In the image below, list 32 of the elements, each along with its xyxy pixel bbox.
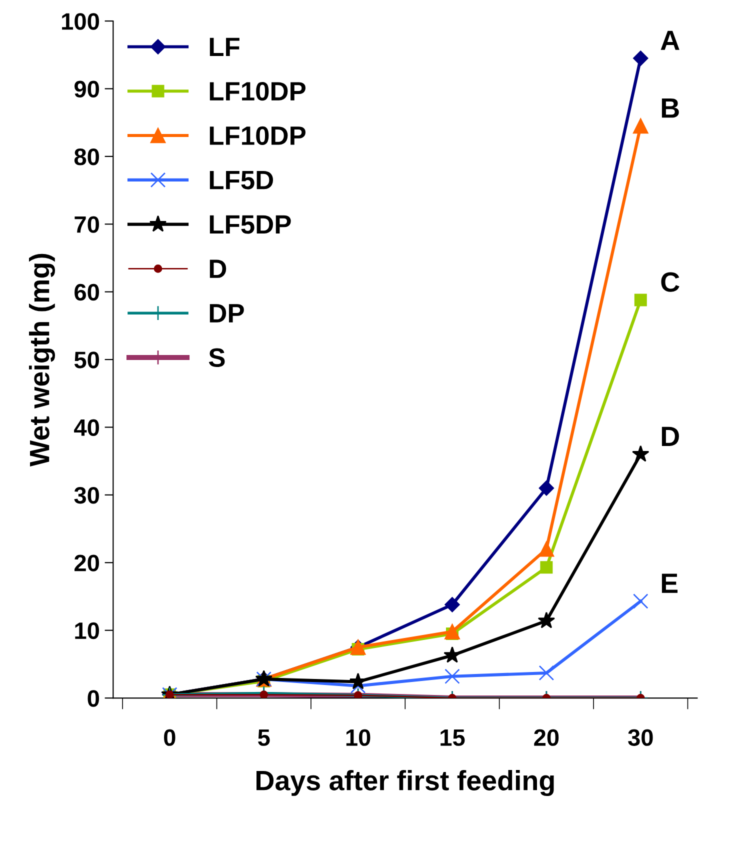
y-tick-label: 80 [74,148,99,166]
y-tick-label: 20 [74,554,99,572]
y-tick-label: 40 [74,419,99,436]
legend-label: DP [210,304,244,322]
y-tick-label: 60 [74,284,99,301]
legend-label: LF10DP [210,82,306,101]
y-tick-label: 70 [74,216,99,233]
y-tick-label: 100 [62,13,99,30]
legend-label: S [208,348,225,367]
y-tick-label: 50 [74,352,99,368]
legend-label: LF [210,38,240,56]
annotation: A [660,30,680,50]
legend-label: LF5D [210,171,274,190]
x-tick-label: 15 [440,729,465,746]
annotation: B [662,98,679,118]
annotation: D [662,426,679,446]
x-tick-label: 5 [258,729,270,746]
x-axis-title: Days after first feeding [256,770,554,796]
y-tick-label: 30 [74,486,99,504]
legend-label: LF10DP [210,126,306,146]
y-tick-label: 90 [74,80,99,98]
annotation: C [661,272,680,292]
legend-label: LF5DP [210,215,291,234]
y-tick-label: 10 [75,622,99,640]
x-tick-label: 20 [534,729,559,746]
annotation: E [662,574,678,593]
y-tick-label: 0 [88,690,99,707]
y-axis-title: Wet weigth (mg) [28,254,56,466]
x-tick-label: 10 [346,729,370,746]
x-tick-label: 30 [628,729,653,746]
legend-label: D [210,260,226,278]
x-tick-label: 0 [164,729,176,746]
